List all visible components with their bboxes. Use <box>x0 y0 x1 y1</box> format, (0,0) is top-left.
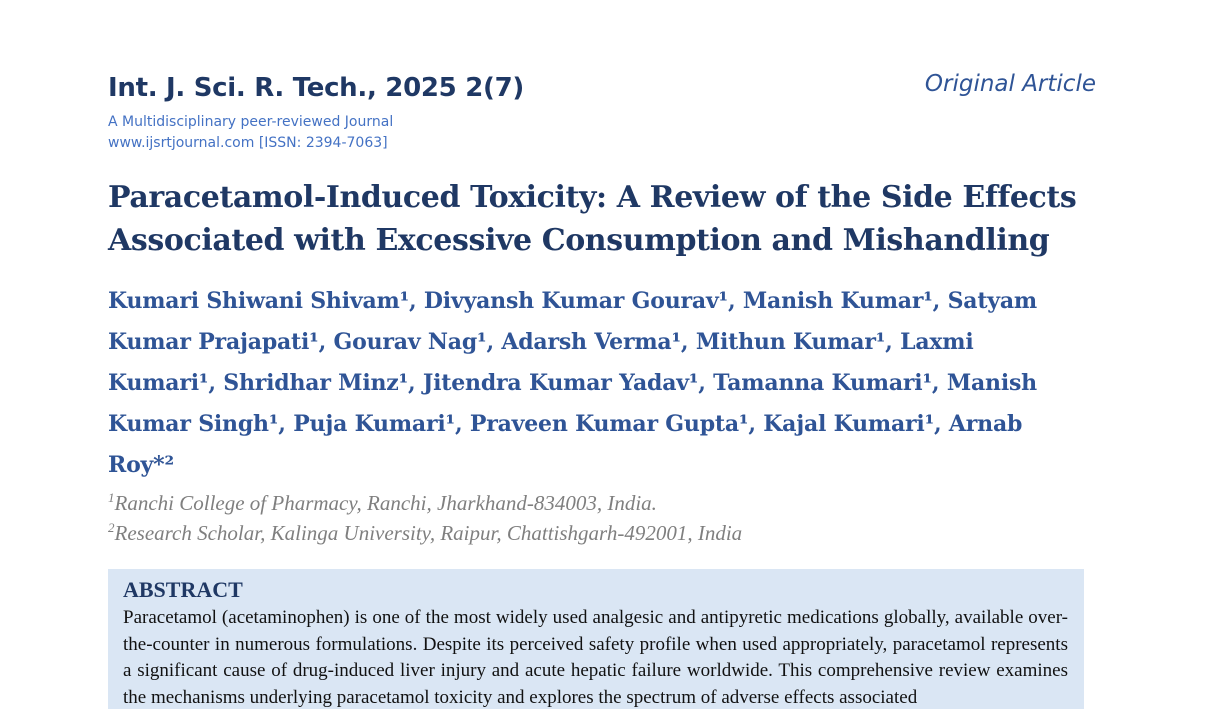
abstract-section: ABSTRACT Paracetamol (acetaminophen) is … <box>108 569 1084 709</box>
abstract-heading: ABSTRACT <box>123 577 243 602</box>
affiliation-text: Ranchi College of Pharmacy, Ranchi, Jhar… <box>114 491 657 515</box>
affiliation-text: Research Scholar, Kalinga University, Ra… <box>114 521 743 545</box>
author-list: Kumari Shiwani Shivam¹, Divyansh Kumar G… <box>108 288 1038 478</box>
article-type-label: Original Article <box>924 71 1096 97</box>
affiliation-2: 2Research Scholar, Kalinga University, R… <box>108 520 742 546</box>
paper-page: Int. J. Sci. R. Tech., 2025 2(7) Origina… <box>108 71 1096 709</box>
journal-description: A Multidisciplinary peer-reviewed Journa… <box>108 114 394 130</box>
affiliation-marker: 2 <box>108 520 115 535</box>
journal-title: Int. J. Sci. R. Tech., 2025 2(7) <box>108 73 524 103</box>
paper-title: Paracetamol-Induced Toxicity: A Review o… <box>108 180 1077 258</box>
affiliation-marker: 1 <box>108 490 115 505</box>
journal-website: www.ijsrtjournal.com [ISSN: 2394-7063] <box>108 135 388 151</box>
abstract-text: Paracetamol (acetaminophen) is one of th… <box>123 607 1068 708</box>
affiliation-1: 1Ranchi College of Pharmacy, Ranchi, Jha… <box>108 490 657 516</box>
